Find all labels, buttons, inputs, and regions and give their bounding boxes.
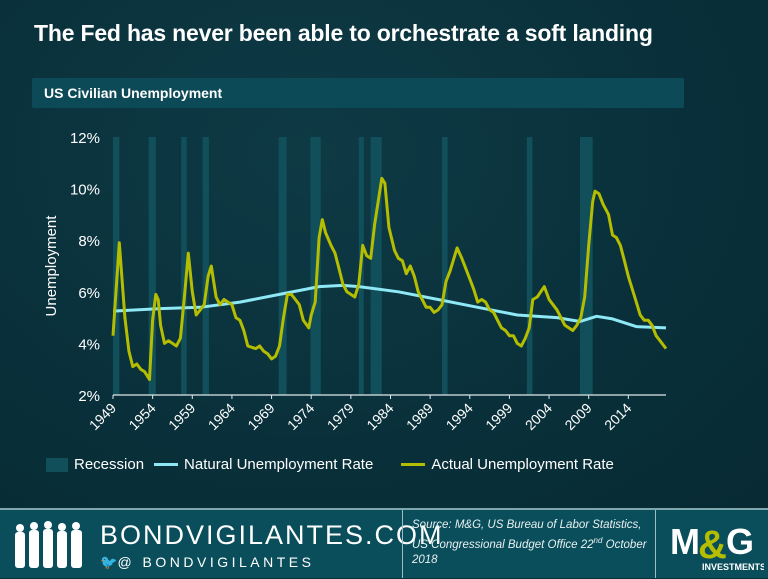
twitter-icon: 🐦 [100, 554, 118, 570]
svg-text:&: & [698, 523, 727, 567]
legend-recession: Recession [46, 456, 144, 473]
y-tick-label: 2% [78, 388, 100, 405]
recession-bar [310, 137, 321, 395]
y-tick-label: 10% [70, 182, 100, 199]
people-silhouette-icon [15, 521, 82, 568]
divider [655, 510, 656, 578]
x-tick-label: 1959 [165, 400, 198, 433]
recession-bar [181, 137, 187, 395]
source-sup: nd [593, 536, 603, 545]
x-tick-label: 1989 [403, 400, 436, 433]
legend-swatch-actual [401, 463, 426, 466]
y-axis-label: Unemployment [43, 215, 60, 317]
recession-bar [148, 137, 156, 395]
x-tick-label: 1954 [125, 400, 158, 433]
y-tick-label: 6% [78, 285, 100, 302]
twitter-handle[interactable]: 🐦@ BONDVIGILANTES [100, 554, 314, 571]
legend-label: Natural Unemployment Rate [184, 456, 374, 473]
source-text: Source: M&G, US Bureau of Labor Statisti… [412, 519, 642, 551]
source-end: October 2018 [412, 538, 647, 566]
natural-unemployment-line [112, 283, 667, 330]
legend-swatch-natural [154, 463, 179, 466]
y-tick-label: 12% [70, 130, 100, 147]
legend-natural: Natural Unemployment Rate [154, 456, 373, 473]
recession-bar [370, 137, 382, 395]
source-note: Source: M&G, US Bureau of Labor Statisti… [412, 518, 652, 568]
legend-swatch-recession [46, 457, 68, 472]
divider [402, 510, 403, 578]
x-tick-label: 1979 [324, 400, 357, 433]
footer: BONDVIGILANTES.COM 🐦@ BONDVIGILANTES Sou… [0, 508, 768, 578]
svg-text:M: M [670, 521, 698, 562]
x-tick-label: 1994 [443, 400, 476, 433]
x-tick-label: 1974 [284, 400, 317, 433]
chart-subtitle: US Civilian Unemployment [44, 85, 223, 101]
y-tick-label: 4% [78, 336, 100, 353]
y-tick-label: 8% [78, 233, 100, 250]
svg-text:G: G [726, 521, 754, 562]
x-tick-label: 1964 [205, 400, 238, 433]
site-name[interactable]: BONDVIGILANTES.COM [100, 520, 444, 550]
legend: Recession Natural Unemployment Rate Actu… [46, 456, 618, 473]
x-tick-label: 2014 [601, 400, 634, 433]
chart-subtitle-bar: US Civilian Unemployment [32, 78, 684, 108]
recession-bar [278, 137, 287, 395]
x-tick-label: 1984 [363, 400, 396, 433]
x-tick-label: 1969 [244, 400, 277, 433]
recession-bar [202, 137, 209, 395]
legend-actual: Actual Unemployment Rate [401, 456, 614, 473]
svg-text:INVESTMENTS: INVESTMENTS [702, 562, 764, 572]
legend-label: Actual Unemployment Rate [431, 456, 614, 473]
legend-label: Recession [74, 456, 145, 473]
page-title: The Fed has never been able to orchestra… [34, 20, 653, 46]
twitter-text: @ BONDVIGILANTES [117, 554, 315, 570]
x-tick-label: 2004 [522, 400, 555, 433]
x-tick-label: 1999 [482, 400, 515, 433]
mg-logo: M & G INVESTMENTS [668, 516, 766, 574]
x-tick-label: 2009 [561, 400, 594, 433]
unemployment-chart: 2%4%6%8%10%12%1949 1954 1959 1964 1969 1974 19… [43, 130, 668, 433]
recession-bar [442, 137, 448, 395]
recession-bar [526, 137, 533, 395]
actual-unemployment-line [111, 176, 668, 381]
recession-bar [113, 137, 120, 395]
